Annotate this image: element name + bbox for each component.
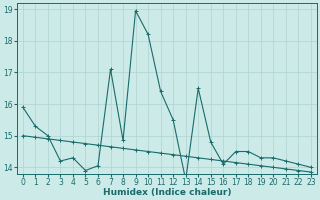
X-axis label: Humidex (Indice chaleur): Humidex (Indice chaleur) [103,188,231,197]
